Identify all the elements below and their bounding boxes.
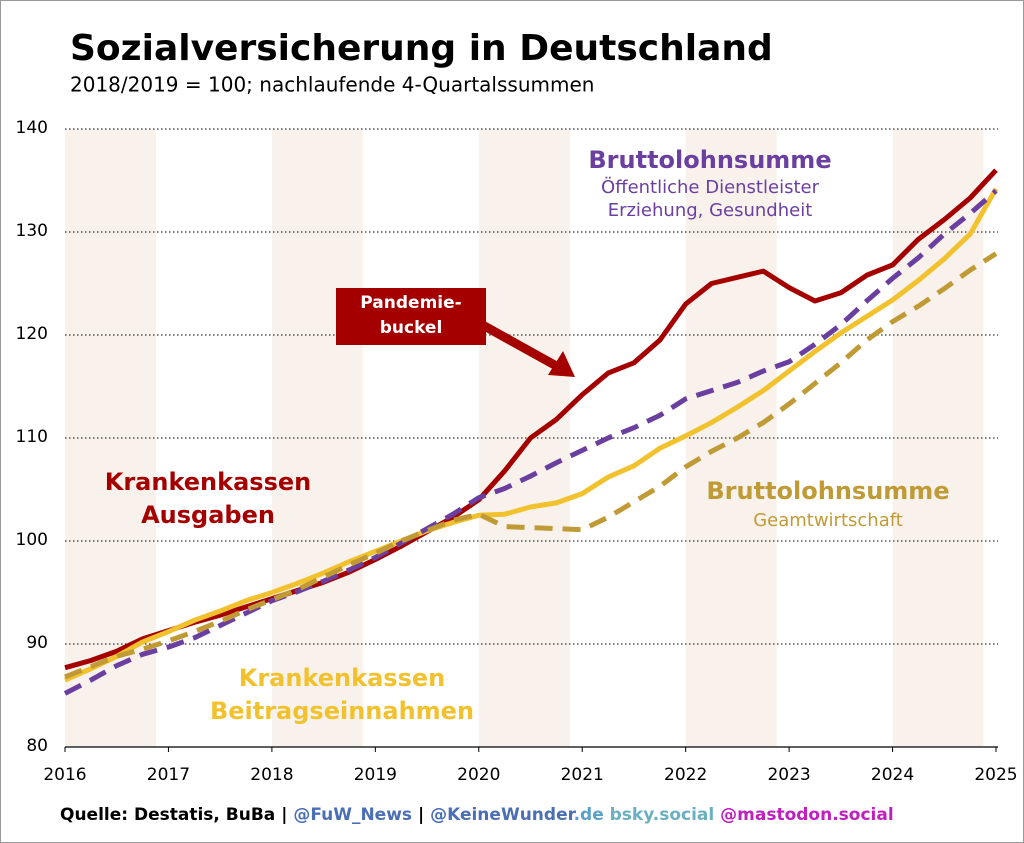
footer-part: @FuW_News bbox=[293, 805, 412, 825]
footer-part: .de bbox=[574, 805, 610, 825]
year-band bbox=[478, 129, 570, 747]
footer: Quelle: Destatis, BuBa | @FuW_News | @Ke… bbox=[60, 805, 894, 825]
x-tick-label: 2023 bbox=[767, 765, 810, 785]
annotation-box bbox=[336, 288, 486, 345]
x-tick-label: 2016 bbox=[43, 765, 86, 785]
y-tick-label: 140 bbox=[16, 118, 48, 138]
y-tick-label: 90 bbox=[26, 633, 48, 653]
footer-part: | bbox=[412, 805, 430, 825]
year-band bbox=[685, 129, 777, 747]
series-line bbox=[63, 188, 998, 696]
footer-part: @KeineWunder bbox=[430, 805, 577, 825]
annotation-text: buckel bbox=[380, 318, 443, 338]
x-tick-label: 2017 bbox=[147, 765, 190, 785]
y-tick-label: 110 bbox=[16, 427, 48, 447]
y-tick-label: 120 bbox=[16, 324, 48, 344]
series-label: Bruttolohnsumme bbox=[588, 146, 831, 174]
x-tick-label: 2020 bbox=[457, 765, 500, 785]
x-tick-label: 2024 bbox=[871, 765, 914, 785]
footer-part: Quelle: Destatis, BuBa | bbox=[60, 805, 293, 825]
series-label: Krankenkassen bbox=[105, 468, 311, 496]
series-note: Öffentliche Dienstleister bbox=[601, 176, 820, 198]
annotation-arrowhead bbox=[548, 351, 575, 377]
x-tick-label: 2025 bbox=[974, 765, 1017, 785]
y-tick-label: 130 bbox=[16, 221, 48, 241]
x-tick-label: 2021 bbox=[561, 765, 604, 785]
x-tick-label: 2022 bbox=[664, 765, 707, 785]
chart-subtitle: 2018/2019 = 100; nachlaufende 4-Quartals… bbox=[70, 73, 594, 97]
series-label: Bruttolohnsumme bbox=[706, 477, 949, 505]
x-tick-label: 2019 bbox=[354, 765, 397, 785]
annotation-text: Pandemie- bbox=[360, 293, 461, 313]
series-line bbox=[63, 187, 999, 683]
series-line bbox=[64, 168, 998, 671]
footer-part: @mastodon.social bbox=[720, 805, 894, 825]
chart-title: Sozialversicherung in Deutschland bbox=[70, 28, 773, 69]
x-tick-label: 2018 bbox=[250, 765, 293, 785]
series-label: Beitragseinnahmen bbox=[210, 697, 474, 725]
footer-part: bsky.social bbox=[610, 805, 721, 825]
y-tick-label: 80 bbox=[26, 736, 48, 756]
y-tick-label: 100 bbox=[16, 530, 48, 550]
series-note: Erziehung, Gesundheit bbox=[608, 200, 813, 221]
series-label: Ausgaben bbox=[141, 501, 275, 529]
series-note: Geamtwirtschaft bbox=[753, 510, 903, 531]
series-label: Krankenkassen bbox=[239, 664, 445, 692]
